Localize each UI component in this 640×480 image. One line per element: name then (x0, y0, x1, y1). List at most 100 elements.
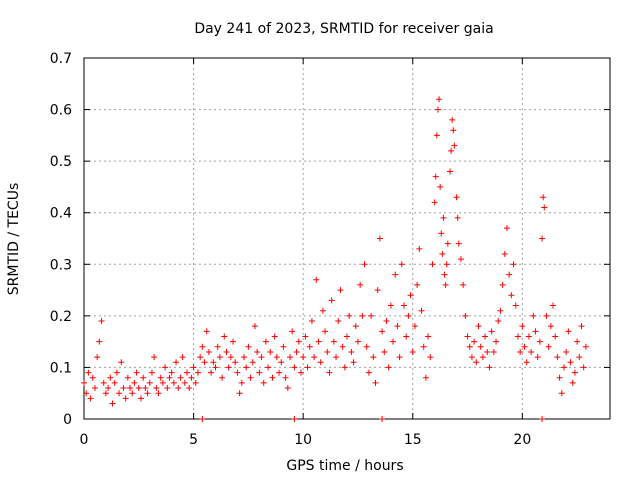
data-point (493, 338, 500, 345)
data-point (166, 374, 173, 381)
data-point (514, 333, 521, 340)
data-point (441, 271, 448, 278)
data-point (184, 369, 191, 376)
data-point (208, 369, 215, 376)
data-point (102, 390, 109, 397)
data-point (486, 364, 493, 371)
data-point (199, 416, 206, 422)
y-tick-label: 0.5 (50, 154, 72, 170)
data-point (434, 106, 441, 113)
y-tick-label: 0 (63, 412, 72, 428)
data-point (387, 302, 394, 309)
data-point (482, 333, 489, 340)
data-point (508, 292, 515, 299)
data-point (267, 348, 274, 355)
data-point (83, 390, 90, 397)
data-point (352, 323, 359, 330)
data-point (238, 379, 245, 386)
data-point (219, 374, 226, 381)
data-point (455, 240, 462, 247)
data-point (440, 214, 447, 221)
data-point (403, 333, 410, 340)
x-tick-label: 10 (294, 432, 312, 448)
data-point (523, 359, 530, 366)
data-point (379, 416, 386, 422)
data-point (212, 364, 219, 371)
data-point (453, 194, 460, 201)
data-point (326, 369, 333, 376)
data-point (273, 354, 280, 361)
data-point (221, 333, 228, 340)
data-point (317, 359, 324, 366)
data-point (475, 323, 482, 330)
data-point (450, 127, 457, 134)
data-point (293, 348, 300, 355)
data-point (81, 379, 87, 386)
data-point (87, 395, 94, 402)
data-point (100, 379, 107, 386)
data-point (107, 374, 114, 381)
data-point (304, 364, 311, 371)
data-point (234, 369, 241, 376)
data-point (464, 333, 471, 340)
data-point (173, 359, 180, 366)
data-point (240, 354, 247, 361)
data-point (357, 281, 364, 288)
data-point (411, 323, 418, 330)
data-point (328, 297, 335, 304)
data-point (162, 364, 169, 371)
data-point (558, 390, 565, 397)
data-point (194, 369, 201, 376)
data-point (429, 261, 436, 268)
data-point (554, 354, 561, 361)
data-point (390, 338, 397, 345)
data-point (571, 369, 578, 376)
data-point (223, 348, 230, 355)
data-point (302, 333, 309, 340)
data-point (333, 354, 340, 361)
data-point (131, 379, 138, 386)
data-point (260, 379, 267, 386)
data-point (425, 333, 432, 340)
data-point (444, 240, 451, 247)
data-point (258, 354, 265, 361)
data-point (374, 287, 381, 294)
data-point (512, 302, 519, 309)
data-point (105, 385, 112, 392)
y-tick-label: 0.6 (50, 103, 72, 119)
data-point (468, 354, 475, 361)
data-point (98, 318, 105, 325)
data-point (392, 271, 399, 278)
data-point (262, 338, 269, 345)
data-point (287, 354, 294, 361)
data-point (339, 343, 346, 350)
data-point (297, 369, 304, 376)
data-point (385, 364, 392, 371)
data-point (168, 369, 175, 376)
x-axis-label: GPS time / hours (286, 458, 403, 474)
data-point (113, 369, 120, 376)
data-point (471, 338, 478, 345)
x-tick-labels: 0 5 10 15 20 (80, 432, 532, 448)
data-point (431, 199, 438, 206)
y-tick-label: 0.2 (50, 309, 72, 325)
data-point (379, 328, 386, 335)
data-point (214, 343, 221, 350)
data-point (232, 359, 239, 366)
y-axis-label: SRMTID / TECUs (6, 183, 22, 296)
data-point (85, 369, 92, 376)
data-point (89, 374, 96, 381)
data-point (276, 369, 283, 376)
data-point (311, 354, 318, 361)
data-point (576, 354, 583, 361)
data-point (550, 302, 557, 309)
data-point (127, 385, 134, 392)
data-point (497, 307, 504, 314)
x-tick-label: 0 (80, 432, 89, 448)
data-point (271, 333, 278, 340)
data-point (541, 204, 548, 211)
data-point (433, 132, 440, 139)
data-point (517, 348, 524, 355)
y-tick-label: 0.3 (50, 257, 72, 273)
data-point (539, 416, 546, 422)
